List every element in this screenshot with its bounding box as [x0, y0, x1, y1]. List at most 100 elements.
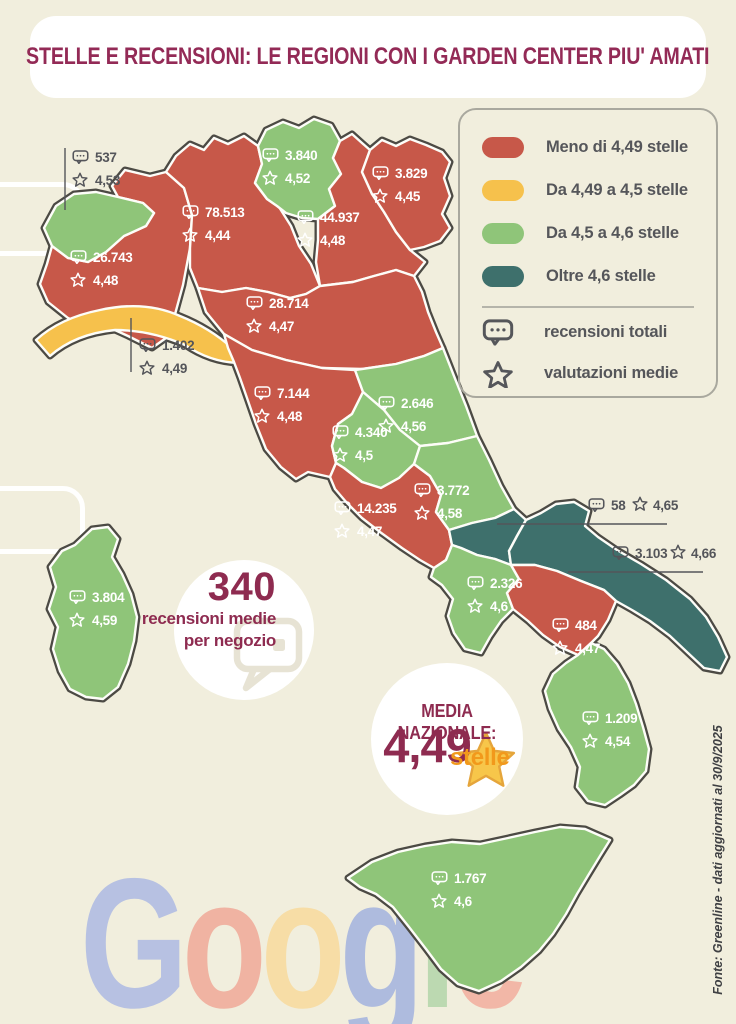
region-label-campania: 2.326 4,6 [467, 576, 523, 614]
map-region-labels: 26.743 4,48 1.402 4,49 78.513 4,44 3.840 4,52 44… [69, 148, 717, 909]
bubble-watermark-icon [233, 617, 303, 692]
region-label-emilia-romagna: 28.714 4,47 [246, 296, 310, 334]
region-reviews-value: 2.646 [401, 396, 434, 411]
region-reviews-value: 78.513 [205, 205, 245, 220]
avg-reviews-text: 340 recensioni medie per negozio [114, 566, 276, 652]
google-watermark-letter: G [80, 841, 188, 1024]
avg-reviews-line1: recensioni medie [141, 609, 276, 628]
region-label-friuli-venezia-giulia: 3.829 4,45 [372, 166, 428, 204]
legend-swatch-yellow [482, 180, 524, 201]
region-label-veneto: 44.937 4,48 [297, 210, 360, 248]
region-rating-value: 4,47 [357, 524, 382, 539]
legend-label: Meno di 4,49 stelle [546, 138, 689, 156]
legend-label: Oltre 4,6 stelle [546, 267, 656, 285]
region-reviews-value: 44.937 [320, 210, 360, 225]
region-label-abruzzo: 3.772 4,58 [414, 483, 470, 521]
region-label-sicilia: 1.767 4,6 [431, 871, 487, 909]
legend-swatch-green [482, 223, 524, 244]
region-reviews-value: 3.840 [285, 148, 317, 163]
legend-label: Da 4,5 a 4,6 stelle [546, 224, 679, 242]
legend-box: Meno di 4,49 stelle Da 4,49 a 4,5 stelle D… [458, 108, 718, 398]
region-rating-value: 4,6 [454, 894, 473, 909]
legend-icon-rows: recensioni totali valutazioni medie [482, 312, 716, 394]
star-icon [139, 360, 155, 375]
legend-icon-item: recensioni totali [482, 312, 716, 353]
region-rating-value: 4,48 [320, 233, 346, 248]
region-reviews-value: 484 [575, 618, 597, 633]
region-label-toscana: 7.144 4,48 [254, 386, 310, 424]
national-average-unit: stelle [450, 744, 510, 771]
region-rating-value: 4,58 [437, 506, 463, 521]
region-reviews-value: 537 [95, 150, 117, 165]
region-label-lazio: 14.235 4,47 [334, 501, 398, 539]
region-rating-value: 4,65 [653, 498, 679, 513]
region-label-liguria: 1.402 4,49 [139, 338, 195, 376]
google-watermark-letter: o [260, 841, 346, 1024]
region-label-sardegna: 3.804 4,59 [69, 590, 125, 628]
region-reviews-value: 7.144 [277, 386, 310, 401]
avg-reviews-value: 340 [207, 565, 276, 609]
legend-item-yellow: Da 4,49 a 4,5 stelle [482, 169, 716, 212]
page-title: STELLE E RECENSIONI: LE REGIONI CON I GA… [26, 43, 710, 70]
region-reviews-value: 28.714 [269, 296, 309, 311]
legend-item-green: Da 4,5 a 4,6 stelle [482, 212, 716, 255]
region-label-trentino-alto-adige: 3.840 4,52 [262, 148, 318, 186]
national-average-star-icon [456, 731, 516, 787]
region-rating-value: 4,53 [95, 173, 121, 188]
region-label-umbria: 4.340 4,5 [332, 425, 388, 463]
region-rating-value: 4,47 [575, 641, 600, 656]
legend-icon-item: valutazioni medie [482, 353, 716, 394]
title-card: STELLE E RECENSIONI: LE REGIONI CON I GA… [26, 16, 710, 98]
map-callout-lines [64, 148, 703, 573]
legend-label: Da 4,49 a 4,5 stelle [546, 181, 688, 199]
region-label-lombardia: 78.513 4,44 [182, 205, 246, 243]
national-average-heading: MEDIA NAZIONALE: [397, 700, 497, 743]
region-reviews-value: 2.326 [490, 576, 523, 591]
legend-item-red: Meno di 4,49 stelle [482, 126, 716, 169]
decorative-rounded-outline [0, 486, 85, 554]
avg-reviews-line2: per negozio [183, 631, 276, 650]
star-icon [72, 172, 88, 187]
region-rating-value: 4,6 [490, 599, 509, 614]
region-label-valle-daosta: 537 4,53 [72, 150, 121, 188]
region-reviews-value: 3.804 [92, 590, 125, 605]
region-rating-value: 4,5 [355, 448, 374, 463]
region-rating-value: 4,66 [691, 546, 717, 561]
star-icon [483, 360, 513, 388]
national-average-circle [371, 663, 523, 815]
region-label-piemonte: 26.743 4,48 [70, 250, 134, 288]
national-average-value: 4,49 [383, 719, 471, 772]
region-rating-value: 4,48 [277, 409, 303, 424]
region-rating-value: 4,52 [285, 171, 310, 186]
legend-divider [482, 306, 694, 308]
legend-swatch-teal [482, 266, 524, 287]
google-watermark-letter: o [181, 841, 267, 1024]
region-rating-value: 4,47 [269, 319, 294, 334]
legend-item-teal: Oltre 4,6 stelle [482, 255, 716, 298]
region-label-basilicata: 484 4,47 [552, 618, 600, 656]
region-reviews-value: 3.829 [395, 166, 427, 181]
region-rating-value: 4,49 [162, 361, 187, 376]
reviews-bubble-icon [72, 150, 89, 164]
region-rating-value: 4,56 [401, 419, 427, 434]
region-rating-value: 4,45 [395, 189, 421, 204]
region-reviews-value: 3.103 [635, 546, 668, 561]
region-reviews-value: 58 [611, 498, 626, 513]
legend-category-rows: Meno di 4,49 stelle Da 4,49 a 4,5 stelle D… [482, 126, 716, 298]
region-label-molise: 58 4,65 [588, 496, 679, 513]
avg-reviews-circle [174, 560, 314, 700]
region-reviews-value: 1.767 [454, 871, 486, 886]
region-reviews-value: 14.235 [357, 501, 397, 516]
star-icon [632, 496, 648, 511]
source-note: Fonte: Greenline - dati aggiornati al 30… [711, 725, 725, 995]
region-reviews-value: 1.209 [605, 711, 637, 726]
reviews-bubble-icon [482, 318, 514, 345]
region-label-calabria: 1.209 4,54 [582, 711, 638, 749]
region-reviews-value: 3.772 [437, 483, 469, 498]
star-icon [334, 523, 350, 538]
region-reviews-value: 1.402 [162, 338, 194, 353]
region-rating-value: 4,48 [93, 273, 119, 288]
region-reviews-value: 4.340 [355, 425, 387, 440]
